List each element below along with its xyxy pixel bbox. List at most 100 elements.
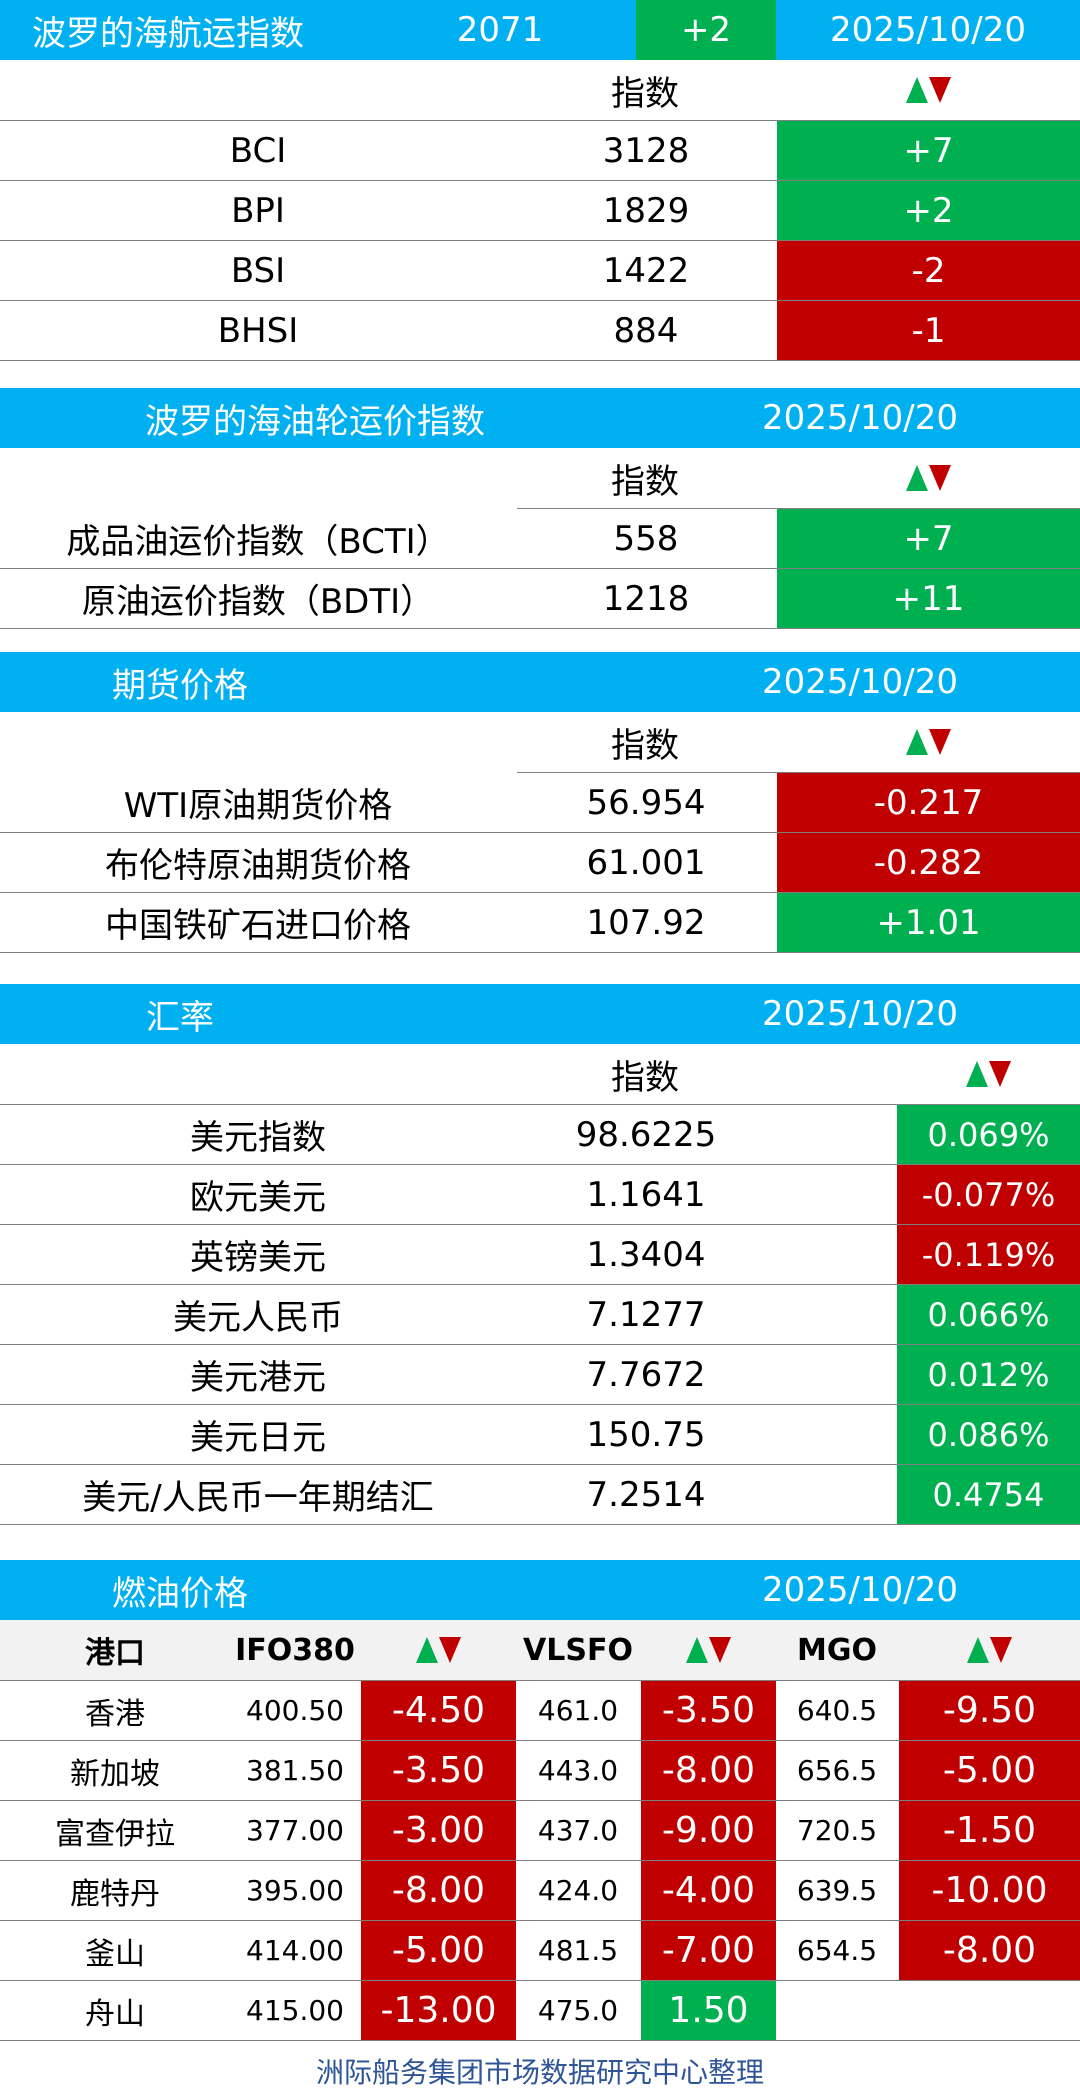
table-row-value: 7.7672 xyxy=(586,1354,706,1395)
table-row-change: +11 xyxy=(777,569,1080,628)
up-down-arrows-icon xyxy=(640,1620,776,1680)
table-row-value: 56.954 xyxy=(586,782,706,823)
table-row-value: 3128 xyxy=(602,130,690,171)
tanker-col-index: 指数 xyxy=(611,461,679,502)
table-row-value: 1.1641 xyxy=(586,1174,706,1215)
bunker-vlsfo-price: 461.0 xyxy=(537,1694,619,1727)
bunker-vlsfo-change: 1.50 xyxy=(641,1981,776,2040)
table-row-change: -0.217 xyxy=(777,773,1080,832)
footer-credit: 洲际船务集团市场数据研究中心整理 xyxy=(315,2056,764,2089)
up-down-arrows-icon xyxy=(360,1620,516,1680)
table-row-change: -2 xyxy=(777,241,1080,300)
table-row-name: 成品油运价指数（BCTI） xyxy=(66,522,450,562)
table-row-name: 美元/人民币一年期结汇 xyxy=(82,1478,434,1518)
bunker-vlsfo-change: -4.00 xyxy=(641,1861,776,1920)
bunker-mgo-change: -10.00 xyxy=(899,1861,1080,1920)
baltic-change: +2 xyxy=(636,0,776,60)
bunker-vlsfo-price: 481.5 xyxy=(537,1934,619,1967)
baltic-header-bar xyxy=(0,0,1080,60)
bunker-vlsfo-price: 475.0 xyxy=(537,1994,619,2027)
bunker-ifo-change: -8.00 xyxy=(361,1861,516,1920)
bunker-mgo-price: 654.5 xyxy=(796,1934,878,1967)
bunker-ifo-change: -3.00 xyxy=(361,1801,516,1860)
table-row-change: -0.119% xyxy=(897,1225,1080,1284)
up-down-arrows-icon xyxy=(896,1044,1080,1104)
bunker-port: 新加坡 xyxy=(70,1756,160,1792)
baltic-col-index: 指数 xyxy=(611,73,679,114)
table-row-name: 美元指数 xyxy=(190,1118,326,1158)
fx-title: 汇率 xyxy=(146,997,214,1038)
bunker-mgo-change: -9.50 xyxy=(899,1681,1080,1740)
bunker-ifo-change: -4.50 xyxy=(361,1681,516,1740)
table-row-name: WTI原油期货价格 xyxy=(123,786,393,826)
bunker-col-port: 港口 xyxy=(85,1636,145,1671)
bunker-port: 鹿特丹 xyxy=(70,1876,160,1912)
table-row-change: -0.282 xyxy=(777,833,1080,892)
table-row-name: 中国铁矿石进口价格 xyxy=(105,906,411,946)
bunker-header-row xyxy=(0,1620,1080,1680)
table-row-change: 0.086% xyxy=(897,1405,1080,1464)
bunker-ifo-price: 395.00 xyxy=(246,1874,344,1907)
bunker-date: 2025/10/20 xyxy=(762,1570,958,1610)
table-row-name: 布伦特原油期货价格 xyxy=(105,846,411,886)
table-row-name: BCI xyxy=(229,130,287,171)
bunker-ifo-price: 381.50 xyxy=(246,1754,344,1787)
table-row-name: BPI xyxy=(231,190,285,231)
table-row-name: 美元日元 xyxy=(190,1418,326,1458)
table-row-value: 61.001 xyxy=(586,842,706,883)
bunker-mgo-price: 639.5 xyxy=(796,1874,878,1907)
table-row-change: +7 xyxy=(777,121,1080,180)
table-row-value: 150.75 xyxy=(586,1414,706,1455)
fx-col-index: 指数 xyxy=(611,1057,679,1098)
bunker-mgo-price: 656.5 xyxy=(796,1754,878,1787)
bunker-ifo-price: 377.00 xyxy=(246,1814,344,1847)
table-row-change: -1 xyxy=(777,301,1080,360)
table-row-change: 0.012% xyxy=(897,1345,1080,1404)
bunker-ifo-price: 414.00 xyxy=(246,1934,344,1967)
bunker-vlsfo-change: -8.00 xyxy=(641,1741,776,1800)
up-down-arrows-icon xyxy=(898,1620,1080,1680)
up-down-arrows-icon xyxy=(776,712,1080,772)
table-row-name: 原油运价指数（BDTI） xyxy=(81,582,435,622)
bunker-vlsfo-price: 443.0 xyxy=(537,1754,619,1787)
up-down-arrows-icon xyxy=(776,448,1080,508)
bunker-vlsfo-change: -7.00 xyxy=(641,1921,776,1980)
table-row-value: 1.3404 xyxy=(586,1234,706,1275)
baltic-date: 2025/10/20 xyxy=(830,10,1026,50)
table-row-value: 7.1277 xyxy=(586,1294,706,1335)
table-row-name: 欧元美元 xyxy=(190,1178,326,1218)
tanker-header-bar xyxy=(0,388,1080,448)
table-row-value: 884 xyxy=(613,310,679,351)
table-row-change: 0.069% xyxy=(897,1105,1080,1164)
baltic-value: 2071 xyxy=(456,10,544,50)
bunker-header-bar xyxy=(0,1560,1080,1620)
table-row-change: 0.066% xyxy=(897,1285,1080,1344)
table-row-value: 558 xyxy=(613,518,679,559)
bunker-vlsfo-change: -3.50 xyxy=(641,1681,776,1740)
bunker-ifo-change: -5.00 xyxy=(361,1921,516,1980)
bunker-title: 燃油价格 xyxy=(112,1573,248,1614)
fx-date: 2025/10/20 xyxy=(762,994,958,1034)
table-row-value: 7.2514 xyxy=(586,1474,706,1515)
bunker-col-mgo: MGO xyxy=(797,1632,877,1668)
table-row-value: 98.6225 xyxy=(575,1114,717,1155)
table-row-name: 美元港元 xyxy=(190,1358,326,1398)
bunker-ifo-price: 400.50 xyxy=(246,1694,344,1727)
bunker-mgo-price: 720.5 xyxy=(796,1814,878,1847)
baltic-title: 波罗的海航运指数 xyxy=(32,13,304,54)
futures-title: 期货价格 xyxy=(112,665,248,706)
bunker-mgo-price: 640.5 xyxy=(796,1694,878,1727)
table-row-name: BSI xyxy=(230,250,286,291)
bunker-vlsfo-price: 424.0 xyxy=(537,1874,619,1907)
bunker-vlsfo-change: -9.00 xyxy=(641,1801,776,1860)
bunker-port: 釜山 xyxy=(85,1936,145,1972)
table-row-change: +2 xyxy=(777,181,1080,240)
tanker-title: 波罗的海油轮运价指数 xyxy=(145,401,485,442)
bunker-mgo-change: -1.50 xyxy=(899,1801,1080,1860)
up-down-arrows-icon xyxy=(776,60,1080,120)
table-row-name: 美元人民币 xyxy=(173,1298,343,1338)
futures-header-bar xyxy=(0,652,1080,712)
table-row-value: 107.92 xyxy=(586,902,706,943)
bunker-port: 香港 xyxy=(85,1696,145,1732)
bunker-ifo-price: 415.00 xyxy=(246,1994,344,2027)
